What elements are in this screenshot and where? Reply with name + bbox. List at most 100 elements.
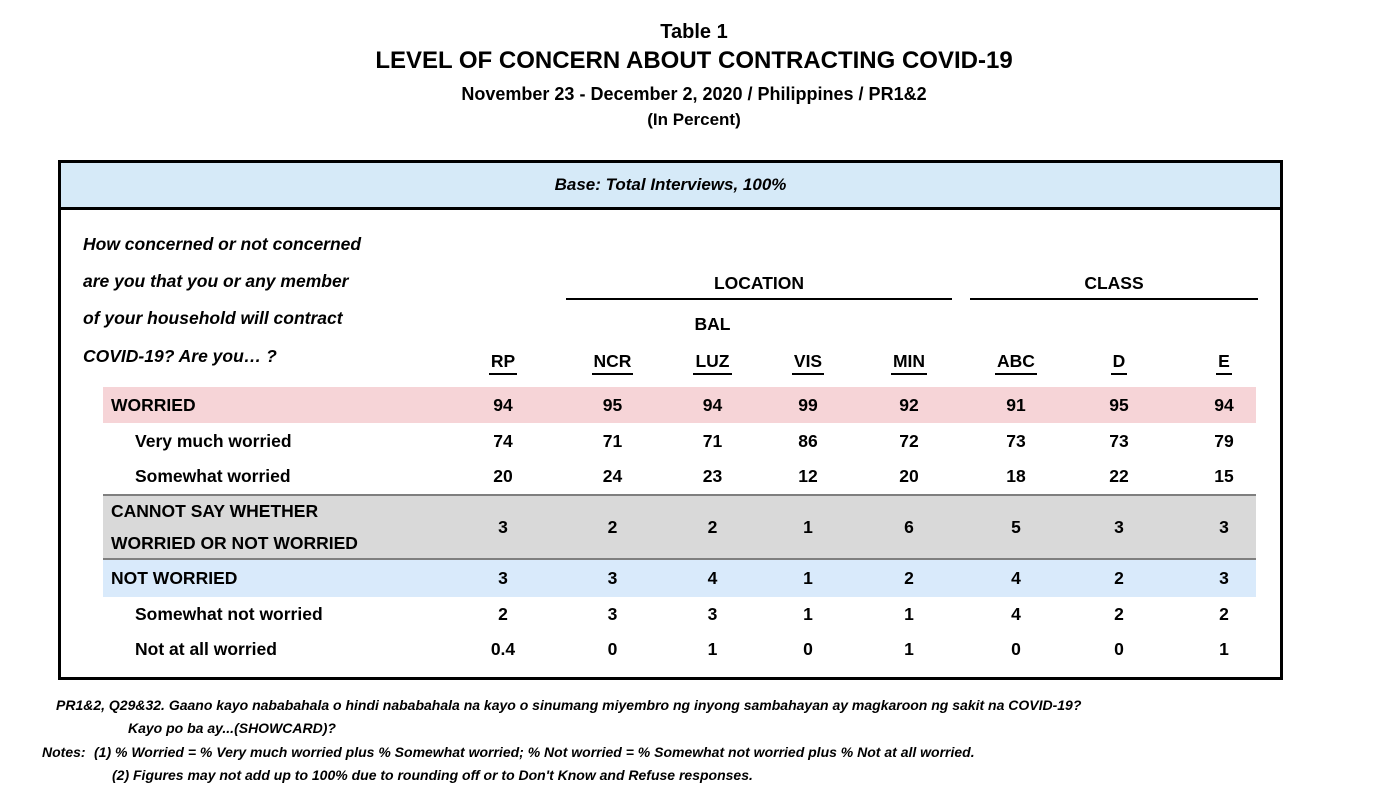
- cell-value: 1: [803, 604, 813, 624]
- cell-value: 6: [904, 516, 914, 537]
- cell-value: 92: [899, 394, 919, 415]
- cell-value: 4: [1011, 604, 1021, 624]
- group-header-class: CLASS: [970, 263, 1258, 300]
- unit-subtitle: (In Percent): [647, 110, 741, 129]
- row-label: Very much worried: [135, 430, 292, 451]
- cell-value: 95: [1109, 394, 1129, 415]
- row-label: Not at all worried: [135, 639, 277, 659]
- question-reference-line-2: Kayo po ba ay...(SHOWCARD)?: [128, 720, 336, 736]
- question-line-4: COVID-19? Are you… ?: [83, 345, 277, 366]
- row-highlight-blue: [103, 560, 1256, 597]
- cell-value: 73: [1109, 430, 1129, 451]
- table-row-somewhat-not-worried: Somewhat not worried 2 3 3 1 1 4 2 2: [61, 597, 1280, 632]
- cell-value: 1: [707, 639, 718, 659]
- cell-value: 94: [1214, 394, 1234, 415]
- row-label: Somewhat not worried: [135, 604, 323, 624]
- cell-value: 20: [493, 466, 513, 486]
- cell-value: 2: [607, 516, 618, 537]
- row-highlight-pink: [103, 387, 1256, 423]
- row-label: WORRIED: [111, 394, 196, 415]
- group-header-location: LOCATION: [566, 263, 952, 300]
- cell-value: 71: [702, 430, 723, 451]
- cell-value: 24: [602, 466, 623, 486]
- row-label: CANNOT SAY WHETHER WORRIED OR NOT WORRIE…: [61, 494, 446, 560]
- cell-value: 99: [798, 394, 818, 415]
- cell-value: 79: [1214, 430, 1234, 451]
- cell-value: 4: [707, 568, 718, 588]
- table-row-worried: WORRIED 94 95 94 99 92 91 95 94: [61, 387, 1280, 423]
- base-bar: Base: Total Interviews, 100%: [61, 163, 1280, 210]
- cell-value: 3: [1219, 568, 1229, 588]
- cell-value: 1: [803, 568, 813, 588]
- question-line-3: of your household will contract: [83, 308, 343, 328]
- column-header-abc: ABC: [962, 337, 1070, 375]
- table-row-not-worried: NOT WORRIED 3 3 4 1 2 4 2 3: [61, 560, 1280, 597]
- cell-value: 3: [498, 516, 508, 537]
- cell-value: 2: [904, 568, 914, 588]
- cell-value: 94: [493, 394, 513, 415]
- question-line-2: are you that you or any member: [83, 271, 349, 291]
- column-header-rp: RP: [446, 337, 560, 375]
- cell-value: 94: [702, 394, 723, 415]
- cell-value: 0.4: [490, 639, 516, 659]
- row-label: Somewhat worried: [135, 466, 291, 486]
- cell-value: 0: [803, 639, 813, 659]
- column-header-bal: BAL: [694, 314, 731, 334]
- cell-value: 3: [1114, 516, 1124, 537]
- note-1: (1) % Worried = % Very much worried plus…: [94, 744, 975, 760]
- cell-value: 22: [1109, 466, 1129, 486]
- cell-value: 3: [707, 604, 718, 624]
- row-label-line-1: CANNOT SAY WHETHER: [111, 501, 319, 521]
- survey-period-subtitle: November 23 - December 2, 2020 / Philipp…: [461, 84, 927, 104]
- cell-value: 86: [798, 430, 818, 451]
- cell-value: 12: [798, 466, 818, 486]
- question-line-1: How concerned or not concerned: [83, 234, 362, 254]
- cell-value: 0: [607, 639, 618, 659]
- page-title: LEVEL OF CONCERN ABOUT CONTRACTING COVID…: [375, 47, 1013, 74]
- cell-value: 5: [1011, 516, 1021, 537]
- cell-value: 18: [1006, 466, 1026, 486]
- title-block: Table 1 LEVEL OF CONCERN ABOUT CONTRACTI…: [0, 20, 1388, 130]
- cell-value: 3: [607, 568, 618, 588]
- cell-value: 2: [1219, 604, 1229, 624]
- cell-value: 0: [1011, 639, 1021, 659]
- column-header-e: E: [1168, 337, 1280, 375]
- cell-value: 1: [904, 639, 914, 659]
- table-number: Table 1: [660, 21, 728, 43]
- cell-value: 2: [707, 516, 718, 537]
- data-table: Base: Total Interviews, 100% How concern…: [58, 160, 1283, 680]
- cell-value: 1: [904, 604, 914, 624]
- cell-value: 1: [1219, 639, 1229, 659]
- table-row-not-at-all-worried: Not at all worried 0.4 0 1 0 1 0 0 1: [61, 632, 1280, 667]
- cell-value: 4: [1011, 568, 1021, 588]
- table-row-very-much-worried: Very much worried 74 71 71 86 72 73 73 7…: [61, 423, 1280, 459]
- table-header: How concerned or not concerned are you t…: [61, 210, 1280, 375]
- row-highlight-gray: [103, 494, 1256, 560]
- cell-value: 3: [498, 568, 508, 588]
- cell-value: 20: [899, 466, 919, 486]
- cell-value: 23: [702, 466, 723, 486]
- note-2: (2) Figures may not add up to 100% due t…: [112, 767, 753, 783]
- table-bottom-padding: [61, 667, 1280, 677]
- column-header-min: MIN: [856, 337, 962, 375]
- column-header-d: D: [1070, 337, 1168, 375]
- table-row-cannot-say: CANNOT SAY WHETHER WORRIED OR NOT WORRIE…: [61, 494, 1280, 560]
- base-label: Base: Total Interviews, 100%: [554, 175, 787, 194]
- cell-value: 15: [1214, 466, 1234, 486]
- cell-value: 2: [1114, 568, 1124, 588]
- cell-value: 72: [899, 430, 919, 451]
- cell-value: 3: [1219, 516, 1229, 537]
- table-row-somewhat-worried: Somewhat worried 20 24 23 12 20 18 22 15: [61, 459, 1280, 494]
- cell-value: 0: [1114, 639, 1124, 659]
- column-header-ncr: NCR: [560, 337, 665, 375]
- column-header-vis: VIS: [760, 337, 856, 375]
- column-header-luz: LUZ: [665, 337, 760, 375]
- cell-value: 2: [498, 604, 508, 624]
- row-label-line-2: WORRIED OR NOT WORRIED: [111, 533, 358, 553]
- question-reference-line-1: PR1&2, Q29&32. Gaano kayo nababahala o h…: [56, 697, 1082, 713]
- cell-value: 95: [602, 394, 623, 415]
- cell-value: 1: [803, 516, 813, 537]
- row-label: NOT WORRIED: [111, 568, 238, 588]
- cell-value: 74: [493, 430, 513, 451]
